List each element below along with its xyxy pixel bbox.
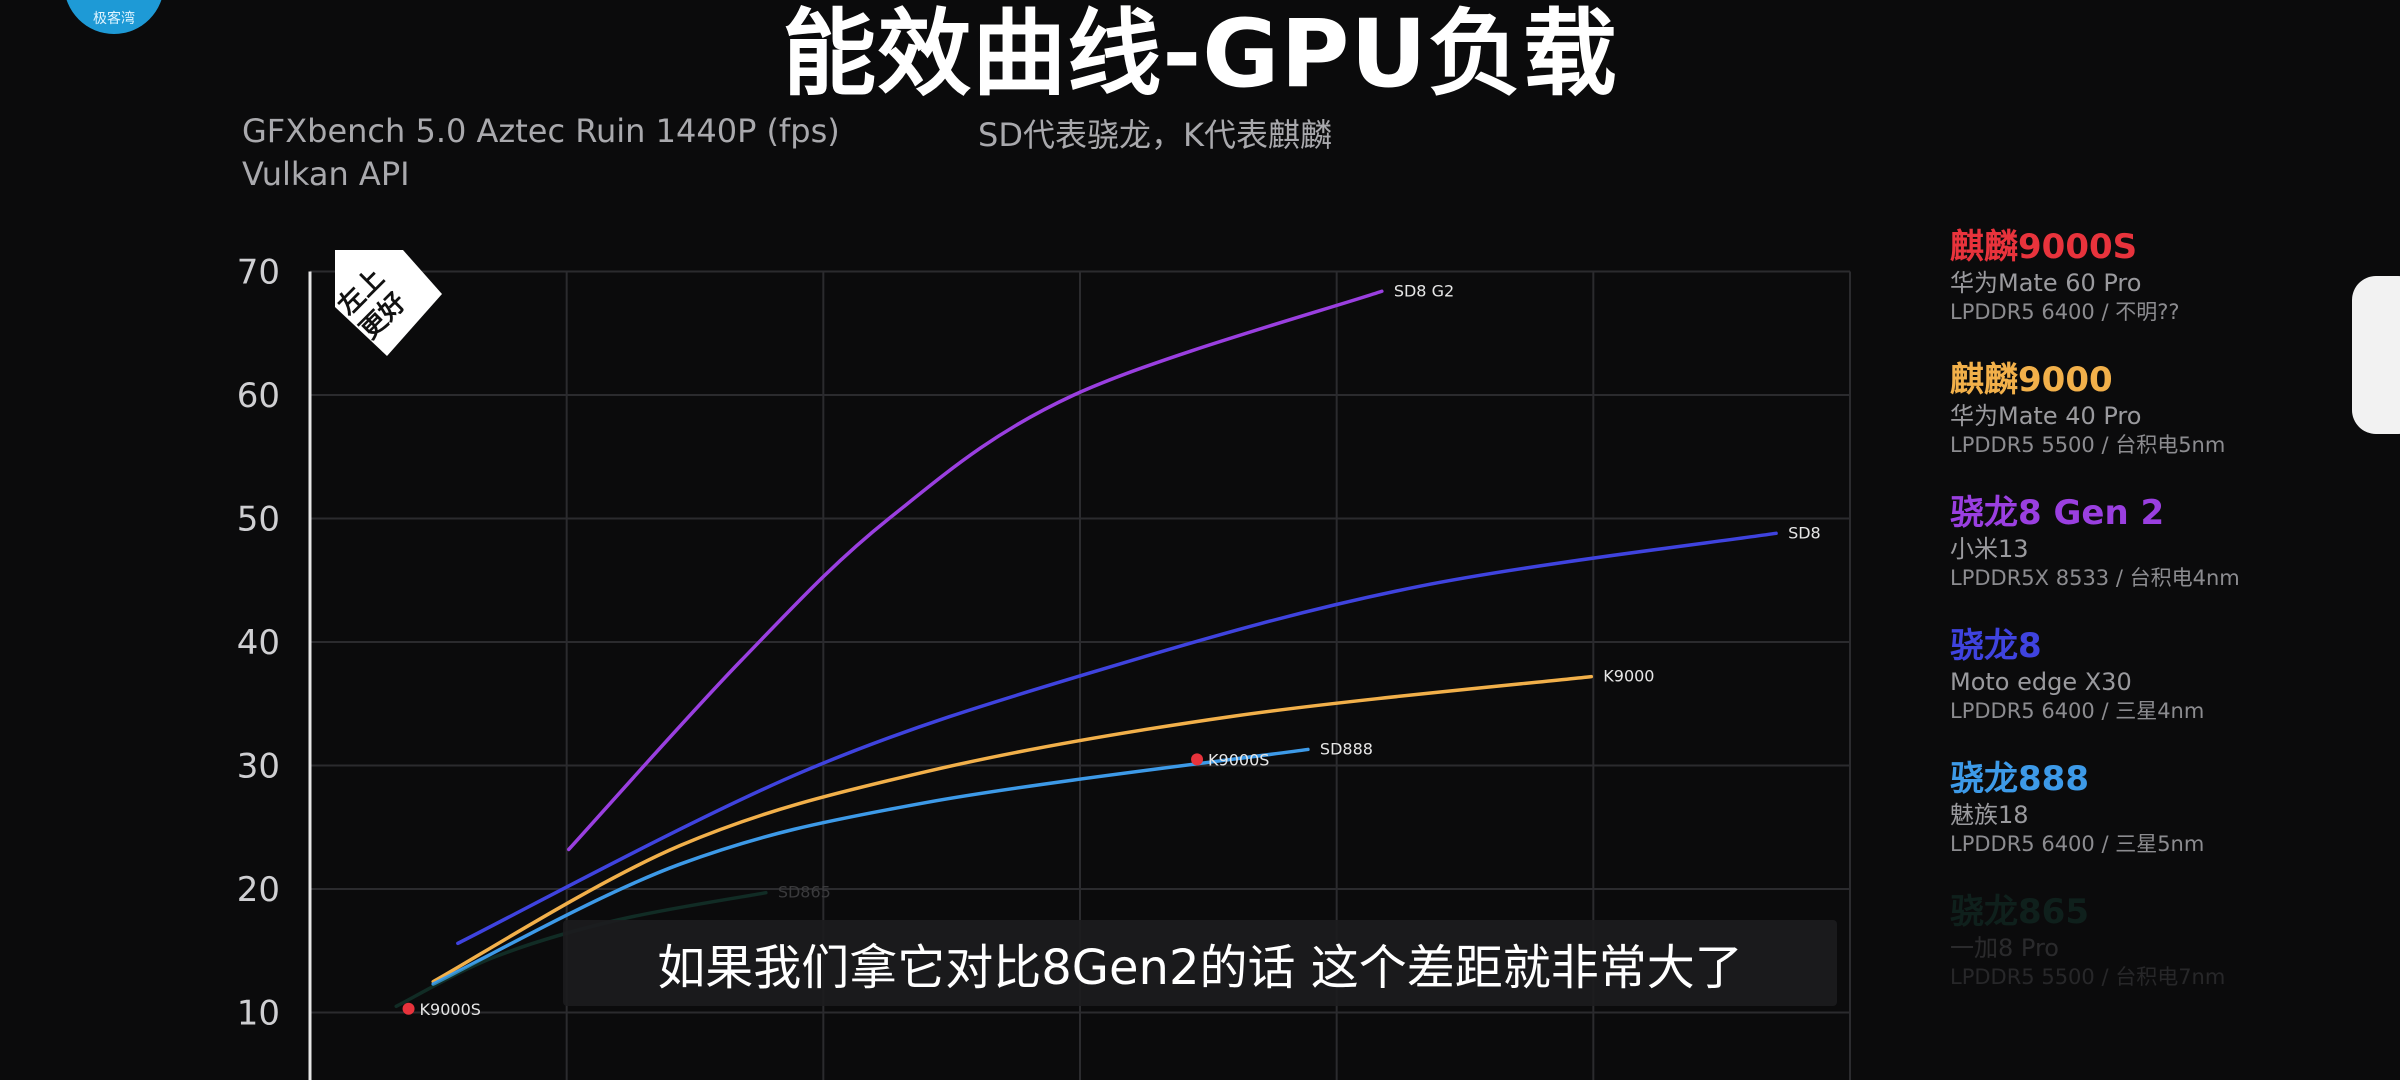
series-line-k9000 bbox=[431, 674, 1594, 984]
legend-item: 麒麟9000 华为Mate 40 Pro LPDDR5 5500 / 台积电5nm bbox=[1950, 359, 2330, 492]
page-title: 能效曲线-GPU负载 bbox=[782, 0, 1618, 109]
chart-series bbox=[394, 289, 1778, 1015]
y-tick-label: 30 bbox=[237, 747, 280, 787]
series-end-label-sd8: SD8 bbox=[1788, 523, 1821, 542]
legend-phone-model: 魅族18 bbox=[1950, 801, 2029, 829]
legend-memory-process: LPDDR5 6400 / 三星4nm bbox=[1950, 699, 2205, 723]
point-k9000s bbox=[402, 1002, 415, 1015]
better-badge-shape bbox=[335, 250, 442, 356]
y-tick-label: 60 bbox=[237, 376, 280, 416]
benchmark-title-line1: GFXbench 5.0 Aztec Ruin 1440P (fps) bbox=[242, 112, 840, 150]
series-end-label-sd8-g2: SD8 G2 bbox=[1394, 281, 1454, 300]
point-k9000s bbox=[1191, 753, 1204, 766]
y-tick-label: 70 bbox=[237, 253, 280, 293]
series-line-sd8 bbox=[456, 531, 1778, 946]
series-end-label-k9000: K9000 bbox=[1603, 667, 1654, 686]
point-label-k9000s: K9000S bbox=[420, 1000, 481, 1019]
legend-chip-name: 骁龙888 bbox=[1950, 759, 2089, 799]
y-tick-label: 40 bbox=[237, 623, 280, 663]
legend-phone-model: 华为Mate 60 Pro bbox=[1950, 269, 2142, 297]
better-badge: 左上 更好 bbox=[332, 250, 442, 356]
legend-memory-process: LPDDR5 5500 / 台积电5nm bbox=[1950, 433, 2226, 457]
y-tick-label: 10 bbox=[237, 994, 280, 1034]
legend-item: 骁龙865 一加8 Pro LPDDR5 5500 / 台积电7nm bbox=[1950, 891, 2330, 1024]
benchmark-title-line2: Vulkan API bbox=[242, 155, 410, 193]
legend: 麒麟9000S 华为Mate 60 Pro LPDDR5 6400 / 不明?? 麒麟… bbox=[1950, 226, 2330, 1024]
legend-item: 骁龙8 Moto edge X30 LPDDR5 6400 / 三星4nm bbox=[1950, 625, 2330, 758]
legend-item: 麒麟9000S 华为Mate 60 Pro LPDDR5 6400 / 不明?? bbox=[1950, 226, 2330, 359]
chevron-left-icon: 〈 bbox=[2370, 318, 2400, 393]
legend-item: 骁龙8 Gen 2 小米13 LPDDR5X 8533 / 台积电4nm bbox=[1950, 492, 2330, 625]
legend-chip-name: 骁龙8 Gen 2 bbox=[1950, 493, 2165, 533]
channel-logo-text: 极客湾 bbox=[93, 11, 135, 27]
y-tick-label: 20 bbox=[237, 870, 280, 910]
series-end-label-sd888: SD888 bbox=[1320, 739, 1373, 758]
y-tick-label: 50 bbox=[237, 500, 280, 540]
abbreviation-note: SD代表骁龙，K代表麒麟 bbox=[978, 116, 1332, 154]
legend-memory-process: LPDDR5 6400 / 三星5nm bbox=[1950, 832, 2205, 856]
series-line-sd888 bbox=[431, 747, 1310, 986]
chart-axes: 10 20 30 40 50 60 70 bbox=[237, 253, 312, 1080]
video-subtitle: 如果我们拿它对比8Gen2的话 这个差距就非常大了 bbox=[563, 920, 1837, 1006]
legend-memory-process: LPDDR5 5500 / 台积电7nm bbox=[1950, 965, 2226, 989]
benchmark-title: GFXbench 5.0 Aztec Ruin 1440P (fps) Vulk… bbox=[242, 110, 840, 196]
side-panel-handle[interactable]: 〈 bbox=[2352, 276, 2400, 434]
legend-phone-model: 小米13 bbox=[1950, 535, 2029, 563]
legend-chip-name: 麒麟9000 bbox=[1950, 360, 2113, 400]
legend-phone-model: Moto edge X30 bbox=[1950, 668, 2132, 696]
legend-item: 骁龙888 魅族18 LPDDR5 6400 / 三星5nm bbox=[1950, 758, 2330, 891]
chart-labels: SD8 G2 SD8 K9000 SD888 SD865 K9000S K9000S bbox=[420, 281, 1821, 1019]
legend-phone-model: 一加8 Pro bbox=[1950, 934, 2059, 962]
legend-chip-name: 骁龙865 bbox=[1950, 892, 2089, 932]
legend-chip-name: 骁龙8 bbox=[1950, 626, 2042, 666]
legend-chip-name: 麒麟9000S bbox=[1950, 227, 2138, 267]
series-end-label-sd865: SD865 bbox=[778, 883, 831, 902]
point-label-k9000s: K9000S bbox=[1208, 750, 1269, 769]
legend-memory-process: LPDDR5X 8533 / 台积电4nm bbox=[1950, 566, 2240, 590]
legend-phone-model: 华为Mate 40 Pro bbox=[1950, 402, 2142, 430]
series-line-sd8-g2 bbox=[566, 289, 1384, 852]
legend-memory-process: LPDDR5 6400 / 不明?? bbox=[1950, 300, 2180, 324]
